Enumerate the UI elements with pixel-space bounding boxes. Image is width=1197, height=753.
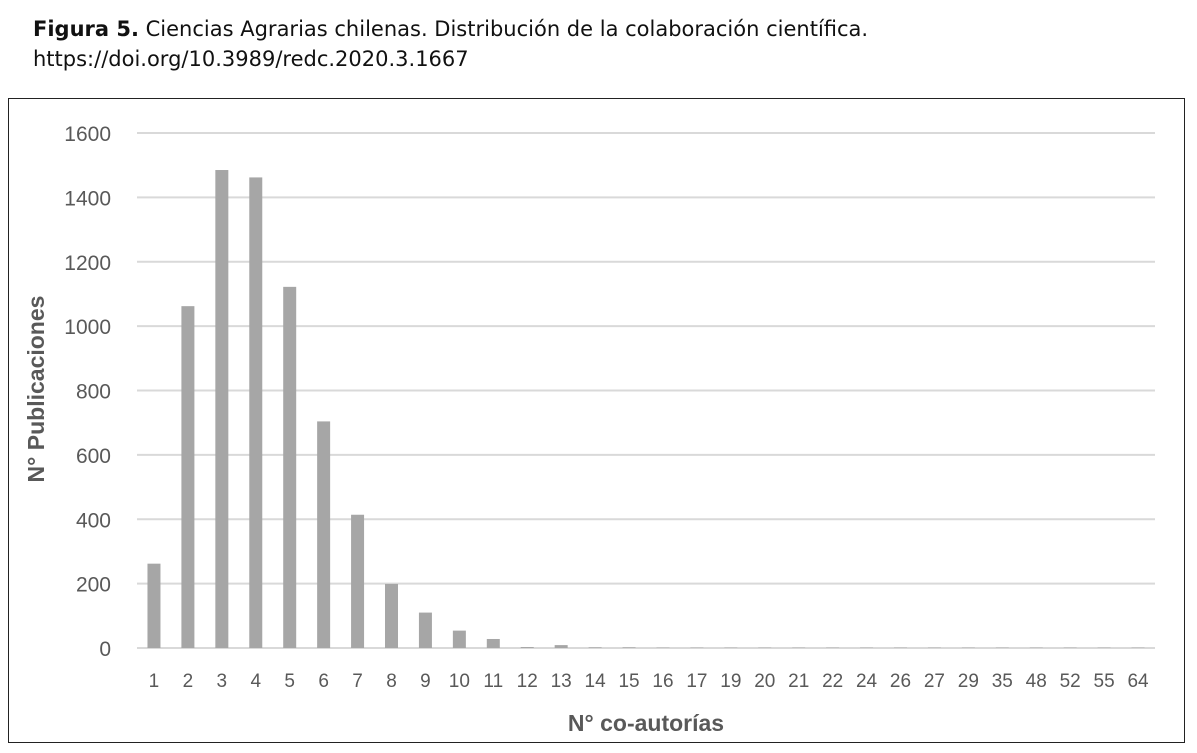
bar [385,583,398,648]
x-tick-label: 24 [856,671,878,692]
bar [351,514,365,648]
y-tick-label: 1600 [64,123,111,146]
x-tick-label: 10 [449,671,470,692]
x-tick-label: 9 [420,671,431,692]
x-tick-label: 55 [1094,671,1115,692]
bar [283,286,297,648]
y-tick-label: 200 [76,574,111,597]
x-tick-label: 15 [618,671,639,692]
x-tick-label: 27 [924,671,945,692]
bar [520,647,534,648]
x-tick-label: 35 [992,671,1013,692]
gridlines [137,132,1155,649]
figure-title: Ciencias Agrarias chilenas. Distribución… [138,17,869,41]
figure-caption: Figura 5. Ciencias Agrarias chilenas. Di… [33,14,1173,74]
x-tick-label: 48 [1026,671,1047,692]
x-tick-label: 3 [217,671,228,692]
y-tick-label: 0 [99,638,111,661]
bar [249,177,263,648]
bars [147,170,1145,648]
bar [588,647,602,648]
bar [147,563,161,648]
y-axis-ticks: 0 200 400 600 800 1000 1200 1400 1600 [64,123,111,661]
x-tick-label: 2 [183,671,194,692]
bar [181,306,195,648]
x-axis-label: N° co-autorías [568,710,724,736]
x-tick-label: 1 [149,671,160,692]
x-tick-label: 29 [958,671,979,692]
y-tick-label: 1000 [64,316,111,339]
x-tick-label: 8 [386,671,397,692]
x-tick-label: 16 [652,671,673,692]
x-tick-label: 64 [1127,671,1149,692]
bar [554,645,568,648]
figure-doi: https://doi.org/10.3989/redc.2020.3.1667 [33,47,469,71]
bar [486,638,500,648]
bar [622,647,636,648]
y-axis-label: N° Publicaciones [23,296,49,483]
x-tick-label: 11 [483,671,503,692]
bar [317,421,331,648]
x-tick-label: 22 [822,671,843,692]
x-tick-label: 20 [754,671,775,692]
x-tick-label: 6 [318,671,329,692]
y-tick-label: 800 [76,381,111,404]
bar [215,170,229,648]
x-tick-label: 26 [890,671,911,692]
y-tick-label: 1400 [64,187,111,210]
y-tick-label: 600 [76,445,111,468]
y-tick-label: 400 [76,509,111,532]
x-tick-label: 5 [284,671,295,692]
bar [452,630,466,648]
bar [418,612,432,648]
figure-label: Figura 5. [33,17,139,41]
caption-line-1: Figura 5. Ciencias Agrarias chilenas. Di… [33,14,1173,44]
x-tick-label: 14 [585,671,607,692]
y-tick-label: 1200 [64,252,111,275]
x-tick-label: 4 [250,671,261,692]
x-axis-ticks: 1 2 3 4 5 6 7 8 9 10 11 12 13 14 15 16 17 19 20 21 22 24 26 27 2… [149,671,1149,692]
x-tick-label: 19 [720,671,741,692]
x-tick-label: 12 [517,671,538,692]
x-tick-label: 7 [352,671,363,692]
x-tick-label: 52 [1060,671,1081,692]
x-tick-label: 13 [551,671,572,692]
x-tick-label: 17 [686,671,707,692]
x-tick-label: 21 [788,671,809,692]
